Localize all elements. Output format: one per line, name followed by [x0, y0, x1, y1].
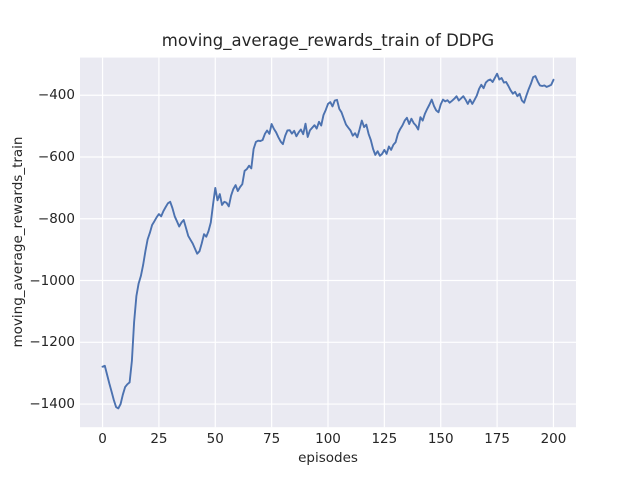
x-tick-label: 200	[540, 431, 567, 447]
y-tick-label: −400	[37, 87, 75, 104]
x-tick-label: 175	[484, 431, 510, 447]
x-tick-label: 150	[427, 431, 454, 447]
y-tick-label: −600	[37, 149, 75, 166]
y-tick-label: −800	[37, 210, 75, 227]
x-tick-label: 75	[263, 431, 281, 447]
x-tick-label: 100	[315, 431, 341, 447]
x-tick-label: 0	[98, 431, 107, 447]
series-line	[101, 72, 555, 410]
x-axis-label: episodes	[298, 450, 358, 466]
y-tick-label: −1000	[29, 272, 75, 289]
x-tick-label: 25	[150, 431, 168, 447]
x-tick-label: 125	[371, 431, 398, 447]
x-tick-label: 50	[206, 431, 224, 447]
y-tick-label: −1400	[29, 396, 75, 413]
chart-title: moving_average_rewards_train of DDPG	[161, 31, 495, 50]
y-tick-label: −1200	[29, 334, 75, 351]
